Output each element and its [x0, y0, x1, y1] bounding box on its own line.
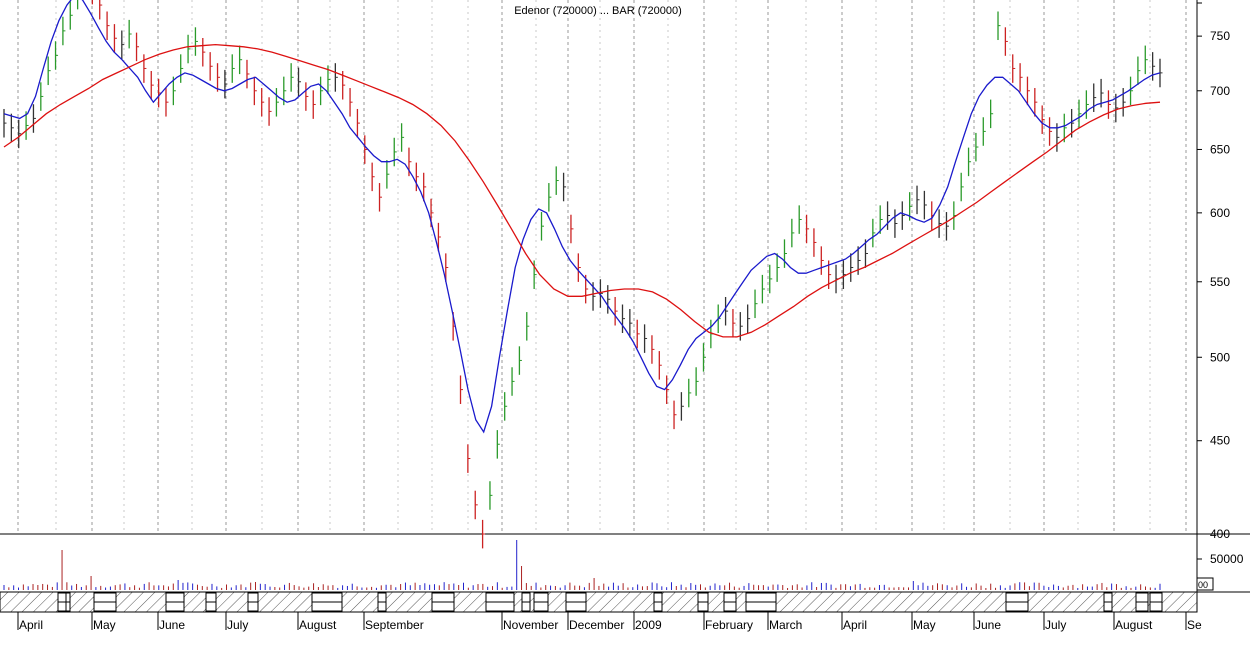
price-tick-label: 550	[1210, 275, 1230, 289]
month-label: August	[299, 618, 337, 632]
month-label: March	[769, 618, 802, 632]
long-moving-average-line	[3, 43, 1161, 338]
month-label: September	[365, 618, 424, 632]
month-label: July	[1045, 618, 1066, 632]
month-label: June	[975, 618, 1001, 632]
month-label: June	[159, 618, 185, 632]
hatch-strip	[0, 591, 1198, 613]
month-label: December	[569, 618, 624, 632]
volume-axis-ticks: 50000 00	[1196, 552, 1244, 591]
volume-cut-box	[1196, 577, 1214, 591]
chart-title: Edenor (720000) ... BAR (720000)	[514, 5, 682, 17]
hatch-band	[0, 591, 1198, 613]
volume-bars	[3, 540, 1161, 590]
month-label: Se	[1187, 618, 1202, 632]
grid-lines	[17, 0, 1187, 534]
price-bars	[3, 0, 1163, 549]
price-axis-ticks: 400 450 500 550 600 650 700 750	[1197, 2, 1230, 541]
month-label: April	[843, 618, 867, 632]
short-moving-average-line	[3, 0, 1161, 434]
price-tick-label: 450	[1210, 434, 1230, 448]
month-labels: April May June July August September November D…	[17, 612, 1202, 632]
month-label: April	[19, 618, 43, 632]
price-tick-label: 700	[1210, 84, 1230, 98]
month-label: February	[705, 618, 753, 632]
month-label: July	[227, 618, 248, 632]
volume-tick-label: 50000	[1210, 552, 1244, 566]
month-label: November	[503, 618, 558, 632]
month-label: May	[93, 618, 116, 632]
month-label: May	[913, 618, 936, 632]
moving-average-lines	[3, 0, 1161, 434]
month-label: August	[1115, 618, 1153, 632]
price-tick-label: 400	[1210, 527, 1230, 541]
volume-cut-label: 00	[1198, 580, 1208, 590]
chart-frame	[0, 0, 1250, 613]
price-tick-label: 650	[1210, 142, 1230, 156]
price-tick-label: 750	[1210, 29, 1230, 43]
month-label: 2009	[635, 618, 662, 632]
price-tick-label: 600	[1210, 206, 1230, 220]
price-tick-label: 500	[1210, 350, 1230, 364]
